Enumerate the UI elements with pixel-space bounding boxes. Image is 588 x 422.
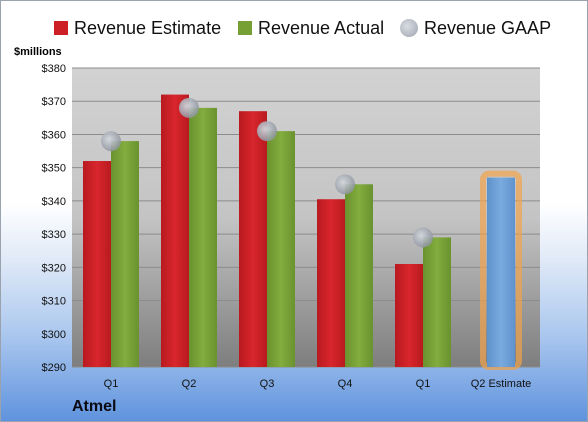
marker-revenue-gaap: [257, 121, 277, 142]
bar-revenue-actual: [423, 237, 451, 367]
bar-revenue-estimate: [83, 161, 111, 367]
bar-revenue-estimate-projected: [487, 177, 515, 367]
x-tick-label: Q4: [338, 378, 353, 390]
legend-label-estimate: Revenue Estimate: [74, 17, 222, 38]
company-name: Atmel: [72, 398, 117, 415]
y-tick-label: $340: [42, 196, 66, 208]
x-tick-label: Q2: [182, 378, 197, 390]
legend-item-gaap: Revenue GAAP: [400, 14, 551, 42]
bar-revenue-actual: [267, 131, 295, 367]
gaap-markers: [101, 97, 433, 248]
y-tick-label: $350: [42, 163, 66, 175]
chart-legend: Revenue Estimate Revenue Actual Revenue …: [0, 14, 588, 42]
x-tick-label: Q1: [416, 378, 431, 390]
plot-area: [72, 68, 540, 367]
legend-item-estimate: Revenue Estimate: [54, 14, 221, 42]
y-tick-label: $360: [42, 129, 66, 141]
legend-item-actual: Revenue Actual: [238, 14, 384, 42]
gridlines: [72, 67, 540, 368]
x-tick-label: Q3: [260, 378, 275, 390]
legend-label-actual: Revenue Actual: [258, 17, 385, 38]
legend-dot-gaap: [400, 19, 418, 37]
y-tick-label: $300: [42, 329, 66, 341]
marker-revenue-gaap: [179, 97, 199, 118]
marker-revenue-gaap: [101, 131, 121, 152]
y-axis-ticks: $290 $300 $310 $320 $330 $340 $350 $360 $370 $380: [42, 63, 66, 374]
bar-revenue-actual: [111, 141, 139, 367]
y-tick-label: $310: [42, 296, 66, 308]
bar-revenue-estimate: [239, 111, 267, 367]
bar-revenue-actual: [189, 107, 217, 367]
bars: [83, 94, 522, 370]
legend-swatch-estimate: [54, 21, 68, 35]
y-tick-label: $380: [42, 63, 66, 75]
bar-revenue-estimate: [317, 199, 345, 367]
bar-revenue-estimate: [395, 264, 423, 367]
x-axis-ticks: Q1 Q2 Q3 Q4 Q1 Q2 Estimate: [104, 378, 532, 390]
y-tick-label: $320: [42, 262, 66, 274]
y-axis-units-label: $millions: [14, 46, 62, 58]
y-tick-label: $330: [42, 229, 66, 241]
legend-swatch-actual: [238, 21, 252, 35]
y-tick-label: $370: [42, 96, 66, 108]
legend-label-gaap: Revenue GAAP: [424, 17, 552, 38]
marker-revenue-gaap: [335, 174, 355, 195]
y-tick-label: $290: [42, 362, 66, 374]
bar-revenue-estimate: [161, 94, 189, 368]
bar-revenue-actual: [345, 184, 373, 367]
marker-revenue-gaap: [413, 227, 433, 248]
x-tick-label: Q2 Estimate: [471, 378, 532, 390]
x-tick-label: Q1: [104, 378, 119, 390]
